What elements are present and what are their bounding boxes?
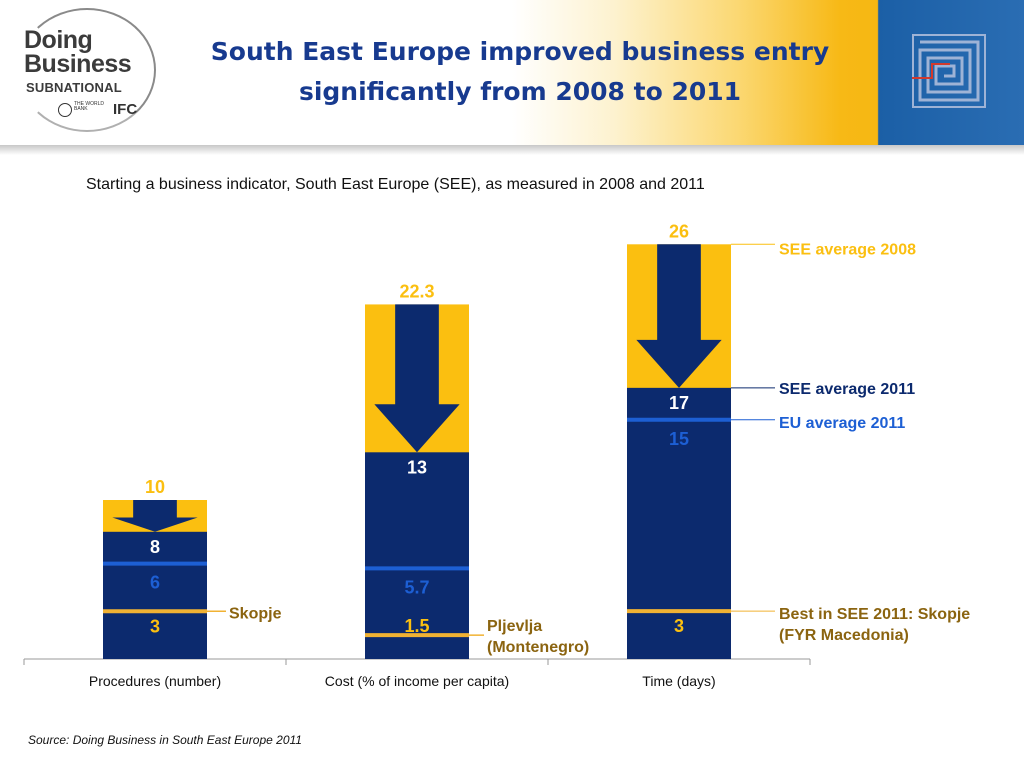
- logo-ring: [18, 8, 156, 132]
- best-city-label-0: Skopje: [229, 605, 282, 622]
- header-shadow: [0, 145, 1024, 155]
- label-2011-2: 17: [669, 393, 689, 413]
- logo-text-business: Business: [24, 50, 132, 78]
- bar-2011-2: [627, 387, 731, 659]
- x-tick-label-1: Cost (% of income per capita): [325, 673, 509, 689]
- doing-business-logo: Doing Business SUBNATIONAL THE WORLD BAN…: [18, 8, 158, 133]
- bar-2011-1: [365, 452, 469, 659]
- label-2008-1: 22.3: [399, 281, 434, 301]
- x-tick-label-2: Time (days): [642, 673, 715, 689]
- best-city-label-1: Pljevlja (Montenegro): [487, 618, 589, 656]
- page-title: South East Europe improved business entr…: [200, 32, 840, 112]
- decline-arrow-1: [374, 304, 460, 453]
- label-eu-2: 15: [669, 429, 689, 449]
- label-best-1: 1.5: [404, 616, 429, 636]
- label-2011-1: 13: [407, 457, 427, 477]
- logo-text-subnational: SUBNATIONAL: [26, 80, 122, 95]
- page-title-line2: significantly from 2008 to 2011: [298, 77, 742, 106]
- label-eu-1: 5.7: [404, 577, 429, 597]
- label-2011-0: 8: [150, 537, 160, 557]
- label-eu-0: 6: [150, 573, 160, 593]
- legend-eu-2011: EU average 2011: [779, 415, 905, 432]
- legend-best-see: Best in SEE 2011: Skopje (FYR Macedonia): [779, 606, 970, 644]
- maze-icon: [912, 34, 986, 108]
- chart-subtitle: Starting a business indicator, South Eas…: [86, 176, 705, 193]
- header-banner: [0, 0, 1024, 145]
- label-best-0: 3: [150, 616, 160, 636]
- source-note: Source: Doing Business in South East Eur…: [28, 733, 302, 747]
- legend-see-2008: SEE average 2008: [779, 241, 916, 258]
- label-best-2: 3: [674, 616, 684, 636]
- label-2008-2: 26: [669, 221, 689, 241]
- world-bank-text: THE WORLD BANK: [74, 101, 104, 112]
- logo-text-doing: Doing: [24, 26, 93, 54]
- ifc-logo: IFC: [113, 101, 138, 118]
- label-2008-0: 10: [145, 477, 165, 497]
- bar-2011-0: [103, 531, 207, 659]
- decline-arrow-0: [112, 500, 198, 532]
- legend-see-2011: SEE average 2011: [779, 381, 915, 398]
- world-bank-globe-icon: [58, 103, 72, 117]
- page-title-line1: South East Europe improved business entr…: [210, 37, 830, 66]
- x-tick-label-0: Procedures (number): [89, 673, 221, 689]
- decline-arrow-2: [636, 244, 722, 388]
